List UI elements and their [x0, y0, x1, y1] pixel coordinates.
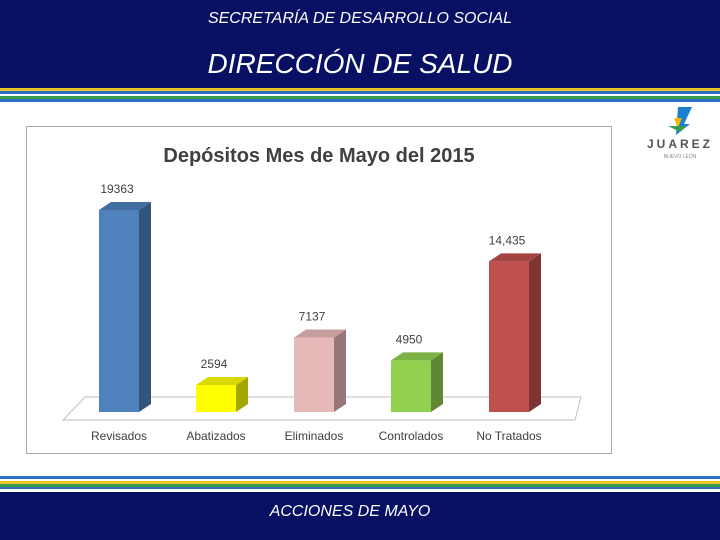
bar-top-controlados: [391, 352, 443, 361]
direccion-title: DIRECCIÓN DE SALUD: [207, 48, 513, 79]
bar-controlados: [391, 360, 431, 412]
category-label-eliminados: Eliminados: [285, 429, 344, 443]
data-label-abatizados: 2594: [201, 357, 228, 371]
header-bar: [0, 0, 720, 88]
chart-frame: Depósitos Mes de Mayo del 2015 19363 Revis…: [26, 126, 612, 454]
deposits-chart: Depósitos Mes de Mayo del 2015 19363 Revis…: [61, 145, 582, 443]
bar-eliminados: [294, 337, 334, 412]
footer-stripes: [0, 476, 720, 489]
bar-abatizados: [196, 384, 236, 412]
bar-top-no-tratados: [489, 253, 541, 262]
svg-text:NUEVO LEÓN: NUEVO LEÓN: [664, 153, 697, 160]
category-label-abatizados: Abatizados: [186, 429, 245, 443]
bar-side-controlados: [431, 352, 443, 412]
secretaria-title: SECRETARÍA DE DESARROLLO SOCIAL: [207, 10, 513, 27]
category-label-no-tratados: No Tratados: [476, 429, 541, 443]
bar-side-revisados: [139, 202, 151, 412]
bar-revisados: [99, 210, 139, 412]
bar-side-no-tratados: [529, 253, 541, 412]
data-label-no-tratados: 14,435: [489, 233, 526, 247]
bar-side-eliminados: [334, 329, 346, 412]
chart-title: Depósitos Mes de Mayo del 2015: [163, 145, 474, 167]
category-label-controlados: Controlados: [379, 429, 444, 443]
juarez-logo: JUAREZ NUEVO LEÓN: [640, 102, 720, 172]
svg-text:JUAREZ: JUAREZ: [647, 137, 713, 151]
bar-top-eliminados: [294, 329, 346, 338]
bar-side-abatizados: [236, 376, 248, 412]
bar-top-revisados: [99, 202, 151, 210]
data-label-revisados: 19363: [100, 182, 134, 196]
data-label-controlados: 4950: [396, 332, 423, 346]
category-label-revisados: Revisados: [91, 429, 147, 443]
bar-top-abatizados: [196, 376, 248, 385]
footer-bar: [0, 492, 720, 540]
bar-no-tratados: [489, 261, 529, 412]
footer-label: ACCIONES DE MAYO: [269, 503, 431, 520]
header-stripes: [0, 88, 720, 102]
data-label-eliminados: 7137: [299, 310, 326, 324]
